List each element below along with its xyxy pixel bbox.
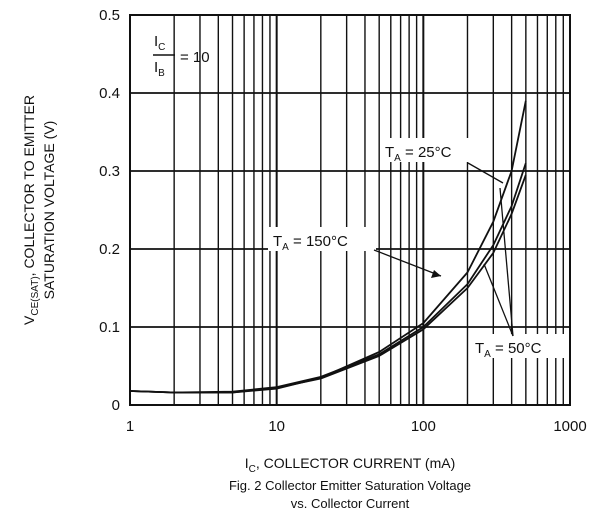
condition-value: = 10 — [180, 49, 210, 66]
series-label-50c-leader-b — [499, 187, 514, 337]
x-tick-label: 1 — [126, 418, 134, 435]
y-tick-label: 0.2 — [99, 241, 120, 258]
tick-labels: 1 10 100 1000 0 0.1 0.2 0.3 0.4 0.5 — [99, 7, 587, 435]
x-tick-label: 1000 — [553, 418, 586, 435]
y-axis-title-line2: SATURATION VOLTAGE (V) — [41, 121, 57, 300]
plot-frame — [129, 14, 571, 406]
y-tick-label: 0.1 — [99, 319, 120, 336]
series-line-2 — [129, 174, 527, 394]
series-label-25c: TA = 25°C — [380, 138, 504, 184]
x-axis-title: IC, COLLECTOR CURRENT (mA) — [245, 455, 456, 475]
series-label-25c-leader — [467, 162, 504, 184]
series-label-150c-leader — [373, 249, 442, 277]
condition-denominator: IB — [154, 59, 165, 79]
series-label-150c-arrow — [431, 270, 441, 278]
figure-caption-line1: Fig. 2 Collector Emitter Saturation Volt… — [228, 478, 472, 493]
x-tick-label: 100 — [411, 418, 436, 435]
series-label-50c-leader-a — [483, 263, 514, 337]
y-tick-label: 0.3 — [99, 163, 120, 180]
series-line-1 — [129, 162, 527, 394]
figure-caption-line2: vs. Collector Current — [290, 496, 410, 511]
condition-numerator: IC — [154, 33, 165, 53]
data-curves — [129, 100, 527, 394]
series-label-25c-text: TA = 25°C — [385, 144, 452, 164]
series-label-50c: TA = 50°C — [470, 187, 568, 360]
x-tick-label: 10 — [268, 418, 285, 435]
series-label-150c-text: TA = 150°C — [273, 233, 348, 253]
y-tick-label: 0 — [112, 397, 120, 414]
y-axis-title-line1: VCE(SAT), COLLECTOR TO EMITTER — [21, 95, 41, 325]
y-tick-label: 0.5 — [99, 7, 120, 24]
y-tick-label: 0.4 — [99, 85, 120, 102]
series-label-50c-text: TA = 50°C — [475, 340, 542, 360]
condition-annotation: IC IB = 10 — [153, 33, 210, 79]
series-label-150c: TA = 150°C — [268, 227, 442, 278]
